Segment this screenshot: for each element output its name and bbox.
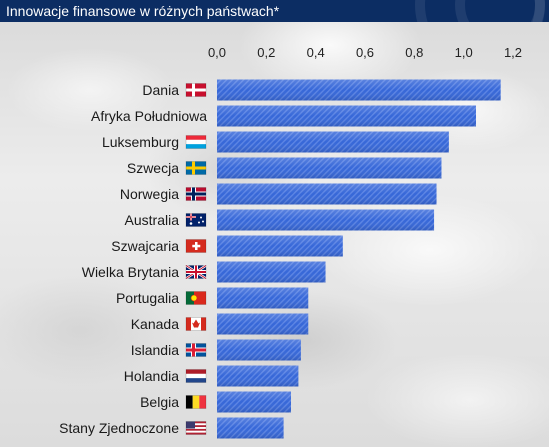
- category-label: Holandia: [124, 368, 179, 384]
- x-tick-label: 0,0: [208, 45, 226, 60]
- category-label: Luksemburg: [102, 134, 179, 150]
- category-label: Kanada: [131, 316, 179, 332]
- bar-shading: [217, 365, 299, 387]
- category-label: Portugalia: [116, 290, 179, 306]
- category-label: Wielka Brytania: [82, 264, 179, 280]
- bars-group: [217, 79, 501, 439]
- bar-shading: [217, 391, 291, 413]
- category-label: Szwecja: [127, 160, 179, 176]
- category-label: Norwegia: [120, 186, 179, 202]
- netherlands-flag-icon: [185, 369, 207, 383]
- category-label: Afryka Południowa: [91, 108, 207, 124]
- x-tick-label: 1,0: [455, 45, 473, 60]
- sweden-flag-icon: [185, 161, 207, 175]
- bar-shading: [217, 209, 435, 231]
- category-label: Szwajcaria: [111, 238, 179, 254]
- category-label: Stany Zjednoczone: [59, 420, 179, 436]
- bar-shading: [217, 235, 343, 257]
- denmark-flag-icon: [185, 83, 207, 97]
- x-tick-label: 0,8: [405, 45, 423, 60]
- x-tick-label: 0,4: [307, 45, 325, 60]
- australia-flag-icon: [185, 213, 207, 227]
- bar-shading: [217, 79, 501, 101]
- bar-shading: [217, 261, 326, 283]
- usa-flag-icon: [185, 421, 207, 435]
- flag-icons: [185, 83, 207, 435]
- luxembourg-flag-icon: [185, 135, 207, 149]
- portugal-flag-icon: [185, 291, 207, 305]
- category-label: Dania: [142, 82, 179, 98]
- bar-shading: [217, 313, 309, 335]
- x-tick-label: 1,2: [504, 45, 522, 60]
- category-label: Belgia: [140, 394, 179, 410]
- bar-shading: [217, 417, 284, 439]
- category-label: Islandia: [131, 342, 179, 358]
- belgium-flag-icon: [185, 395, 207, 409]
- x-axis: 0,0 0,2 0,4 0,6 0,8 1,0 1,2: [208, 45, 522, 60]
- bar-shading: [217, 157, 442, 179]
- uk-flag-icon: [185, 264, 207, 280]
- x-tick-label: 0,2: [257, 45, 275, 60]
- header-bar: Innowacje finansowe w różnych państwach*: [0, 0, 549, 22]
- chart-title: Innowacje finansowe w różnych państwach*: [6, 3, 280, 19]
- bar-shading: [217, 287, 309, 309]
- bar-shading: [217, 183, 437, 205]
- canada-flag-icon: [185, 317, 207, 331]
- bar-shading: [217, 339, 301, 361]
- norway-flag-icon: [185, 187, 207, 201]
- category-label: Australia: [125, 212, 180, 228]
- bar-shading: [217, 131, 449, 153]
- x-tick-label: 0,6: [356, 45, 374, 60]
- category-labels: Dania Afryka Południowa Luksemburg Szwecja N…: [59, 82, 207, 436]
- bar-shading: [217, 105, 476, 127]
- switzerland-flag-icon: [185, 239, 207, 253]
- iceland-flag-icon: [185, 343, 207, 357]
- header-decoration: [395, 0, 549, 22]
